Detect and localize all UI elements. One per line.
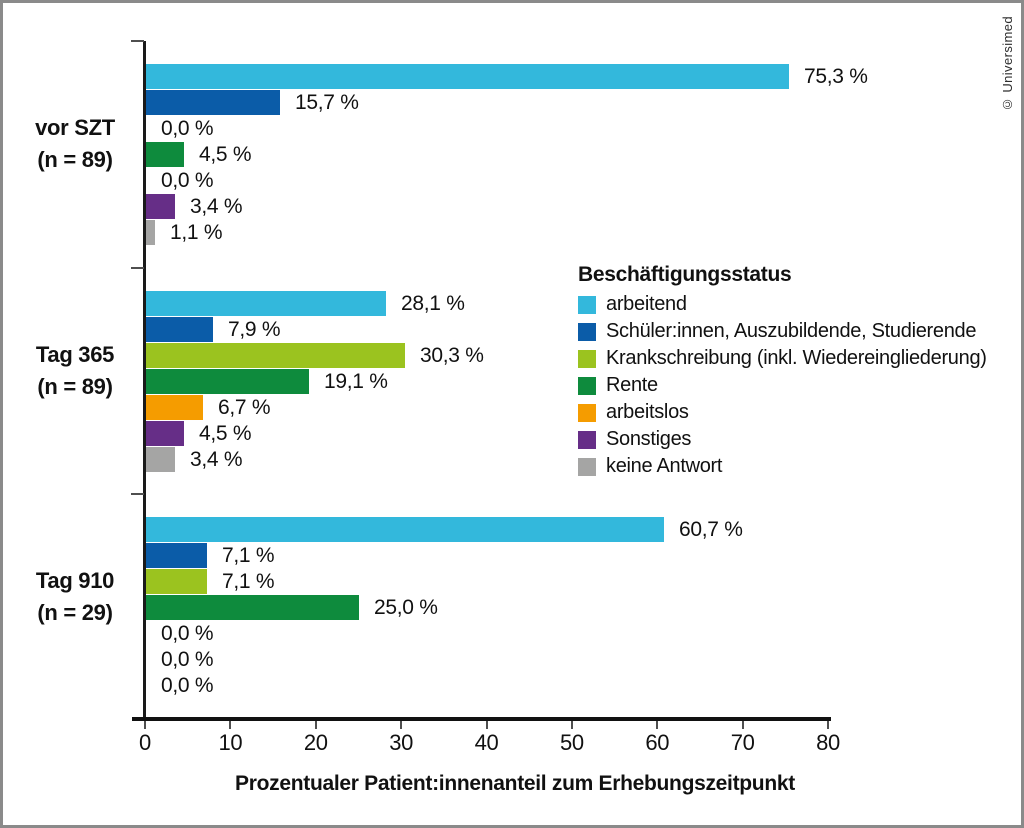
bar-value-label: 3,4 %	[190, 448, 243, 471]
y-axis-line	[143, 41, 146, 719]
bar	[146, 343, 405, 368]
legend-item-label: Krankschreibung (inkl. Wiedereingliederu…	[606, 347, 987, 369]
category-label-line2: (n = 89)	[37, 374, 113, 399]
x-axis-tick-label: 40	[474, 730, 499, 755]
legend-item-label: Sonstiges	[606, 428, 692, 450]
x-axis-tick	[229, 721, 232, 729]
legend-item-label: keine Antwort	[606, 455, 723, 477]
bar	[146, 569, 207, 594]
x-axis-tick-label: 30	[389, 730, 414, 755]
bar	[146, 421, 184, 446]
x-axis-tick-label: 60	[645, 730, 670, 755]
legend-item: arbeitend	[578, 291, 1018, 318]
category-label-line2: (n = 89)	[37, 147, 113, 172]
bar-value-label: 3,4 %	[190, 195, 243, 218]
legend-color-swatch	[578, 349, 596, 368]
bar-value-label: 7,1 %	[222, 544, 275, 567]
x-axis-tick	[741, 721, 744, 729]
legend-item-label: arbeitslos	[606, 401, 689, 423]
bar	[146, 517, 664, 542]
legend-item-label: arbeitend	[606, 293, 687, 315]
bar-value-label: 7,9 %	[228, 318, 281, 341]
x-axis-tick-label: 10	[218, 730, 243, 755]
x-axis-tick	[400, 721, 403, 729]
legend-items: arbeitend Schüler:innen, Auszubildende, S…	[578, 291, 1018, 480]
x-axis-line	[132, 717, 831, 721]
bar-value-label: 4,5 %	[199, 422, 252, 445]
x-axis-tick	[570, 721, 573, 729]
category-label-line1: Tag 910	[35, 568, 115, 593]
bar-value-label: 19,1 %	[324, 370, 388, 393]
bar-value-label: 7,1 %	[222, 570, 275, 593]
category-label: Tag 910 (n = 29)	[17, 565, 133, 629]
legend-title: Beschäftigungsstatus	[578, 263, 792, 286]
category-label: Tag 365 (n = 89)	[17, 339, 133, 403]
legend-color-swatch	[578, 322, 596, 341]
x-axis-tick-label: 0	[139, 730, 151, 755]
legend-color-swatch	[578, 430, 596, 449]
bar	[146, 194, 175, 219]
group-separator-tick	[131, 493, 144, 495]
x-axis-tick-label: 20	[303, 730, 328, 755]
bar-value-label: 30,3 %	[420, 344, 484, 367]
bar-value-label: 0,0 %	[161, 622, 214, 645]
x-axis-tick-label: 80	[816, 730, 840, 755]
legend-color-swatch	[578, 376, 596, 395]
bar-value-label: 6,7 %	[218, 396, 271, 419]
legend-item: Schüler:innen, Auszubildende, Studierend…	[578, 318, 1018, 345]
x-axis-tick	[827, 721, 829, 729]
legend-color-swatch	[578, 457, 596, 476]
x-axis-tick	[656, 721, 659, 729]
category-label-line1: Tag 365	[35, 342, 115, 367]
legend-item: Rente	[578, 372, 1018, 399]
legend-color-swatch	[578, 403, 596, 422]
group-separator-tick	[131, 40, 144, 42]
bar	[146, 220, 155, 245]
legend-item: arbeitslos	[578, 399, 1018, 426]
bar-value-label: 25,0 %	[374, 596, 438, 619]
legend-item: keine Antwort	[578, 453, 1018, 480]
bar-value-label: 0,0 %	[161, 648, 214, 671]
copyright-text: © Universimed	[1000, 16, 1015, 113]
group-separator-tick	[131, 267, 144, 269]
category-label: vor SZT (n = 89)	[17, 112, 133, 176]
legend-color-swatch	[578, 295, 596, 314]
legend: Beschäftigungsstatus arbeitend Schüler:in…	[578, 262, 1018, 480]
bar	[146, 90, 280, 115]
bar	[146, 395, 203, 420]
bar-value-label: 15,7 %	[295, 91, 359, 114]
x-axis-tick	[144, 721, 146, 729]
bar-value-label: 0,0 %	[161, 674, 214, 697]
bar-value-label: 28,1 %	[401, 292, 465, 315]
legend-item: Sonstiges	[578, 426, 1018, 453]
x-axis-title: Prozentualer Patient:innenanteil zum Erh…	[235, 772, 795, 795]
legend-item-label: Rente	[606, 374, 658, 396]
bar	[146, 447, 175, 472]
category-label-line1: vor SZT	[35, 115, 115, 140]
x-axis-tick	[485, 721, 488, 729]
bar-value-label: 4,5 %	[199, 143, 252, 166]
x-axis-tick	[314, 721, 317, 729]
x-axis-tick-label: 70	[730, 730, 755, 755]
bar	[146, 595, 359, 620]
bar-value-label: 0,0 %	[161, 169, 214, 192]
bar	[146, 64, 789, 89]
bar	[146, 291, 386, 316]
bar-value-label: 75,3 %	[804, 65, 868, 88]
legend-item-label: Schüler:innen, Auszubildende, Studierend…	[606, 320, 977, 342]
bar	[146, 369, 309, 394]
category-label-line2: (n = 29)	[37, 600, 113, 625]
bar-value-label: 0,0 %	[161, 117, 214, 140]
bar-value-label: 1,1 %	[170, 221, 223, 244]
x-axis-tick-label: 50	[559, 730, 584, 755]
bar	[146, 142, 184, 167]
legend-item: Krankschreibung (inkl. Wiedereingliederu…	[578, 345, 1018, 372]
bar	[146, 317, 213, 342]
bar	[146, 543, 207, 568]
bar-value-label: 60,7 %	[679, 518, 743, 541]
